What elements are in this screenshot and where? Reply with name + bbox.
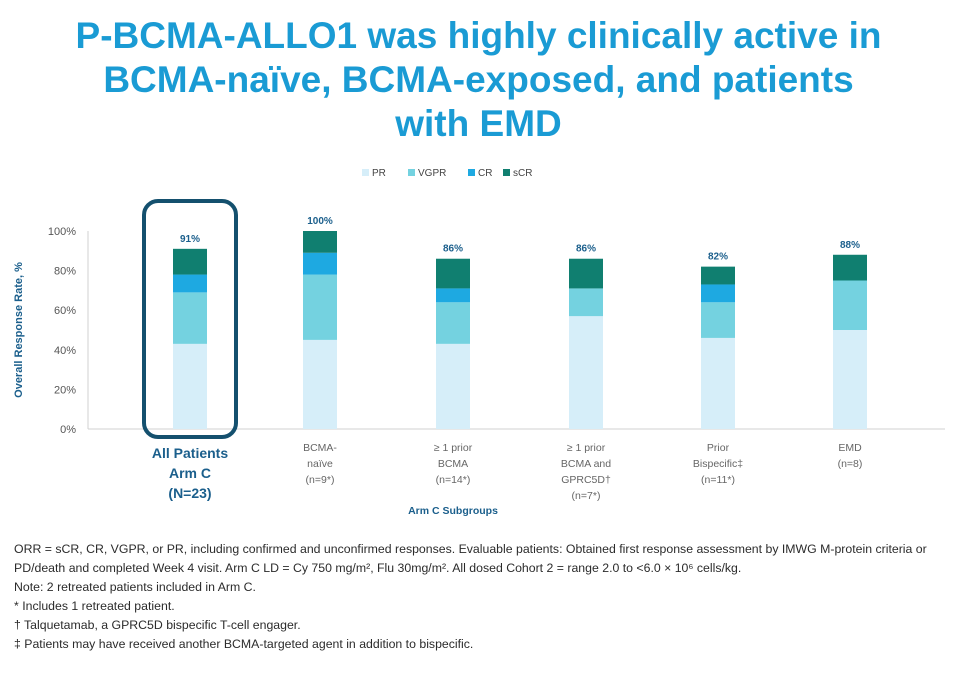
response-rate-chart: PR VGPR CR sCR 0% 20% 40% 60% 80% 100% Overall Res… (13, 168, 945, 517)
x-category-label: BCMA and (561, 458, 611, 470)
bar-vgpr (303, 274, 337, 340)
bar-vgpr (569, 288, 603, 317)
footnote-note: Note: 2 retreated patients included in A… (14, 580, 256, 594)
y-axis-label: Overall Response Rate, % (13, 262, 25, 398)
bar-scr (569, 258, 603, 289)
bar-total-label: 100% (307, 216, 333, 227)
x-category-label: (N=23) (168, 485, 211, 501)
bar-total-label: 82% (708, 252, 728, 263)
highlight-box (142, 199, 238, 439)
title-line: P-BCMA-ALLO1 was highly clinically activ… (75, 15, 882, 56)
bar-cr (436, 288, 470, 303)
footnotes: ORR = sCR, CR, VGPR, or PR, including co… (14, 540, 949, 654)
x-category-label: (n=14*) (436, 474, 471, 486)
bar-scr (701, 266, 735, 285)
legend-label-scr: sCR (513, 168, 532, 179)
bar-total-label: 86% (576, 244, 596, 255)
bar-pr (173, 343, 207, 429)
x-category-label: EMD (838, 442, 862, 454)
x-category-label: ≥ 1 prior (567, 442, 606, 454)
legend-label-vgpr: VGPR (418, 168, 446, 179)
bar-cr (701, 284, 735, 303)
bar-vgpr (701, 302, 735, 338)
y-tick-label: 40% (54, 345, 76, 357)
legend-label-pr: PR (372, 168, 386, 179)
footnote-dagger: † Talquetamab, a GPRC5D bispecific T-cel… (14, 618, 301, 632)
title-line: with EMD (395, 103, 562, 144)
legend-swatch-vgpr (408, 169, 415, 176)
y-tick-label: 60% (54, 305, 76, 317)
bar-cr (303, 252, 337, 275)
slide-title: P-BCMA-ALLO1 was highly clinically activ… (0, 14, 957, 146)
footnote-orr: ORR = sCR, CR, VGPR, or PR, including co… (14, 542, 927, 575)
x-category-label: (n=8) (838, 458, 863, 470)
bar-vgpr (173, 292, 207, 344)
legend-swatch-scr (503, 169, 510, 176)
x-category-label: ≥ 1 prior (434, 442, 473, 454)
x-category-label: Prior (707, 442, 730, 454)
y-tick-label: 0% (60, 424, 76, 436)
x-category-label: GPRC5D† (561, 474, 611, 486)
x-category-label: naïve (307, 458, 333, 470)
x-axis-label: Arm C Subgroups (408, 505, 498, 517)
y-tick-label: 100% (48, 226, 76, 238)
x-category-label: Bispecific‡ (693, 458, 743, 470)
bar-scr (833, 254, 867, 281)
bar-scr (303, 231, 337, 253)
legend-label-cr: CR (478, 168, 492, 179)
legend-swatch-pr (362, 169, 369, 176)
bar-vgpr (436, 302, 470, 344)
footnote-asterisk: * Includes 1 retreated patient. (14, 599, 175, 613)
bar-scr (173, 248, 207, 275)
bar-vgpr (833, 280, 867, 330)
bar-cr (173, 274, 207, 293)
bar-total-label: 86% (443, 244, 463, 255)
bar-pr (701, 337, 735, 429)
x-category-label: (n=7*) (572, 490, 601, 502)
bar-pr (569, 316, 603, 429)
y-tick-label: 80% (54, 266, 76, 278)
bar-pr (833, 330, 867, 429)
bar-total-label: 88% (840, 240, 860, 251)
legend-swatch-cr (468, 169, 475, 176)
bar-total-label: 91% (180, 234, 200, 245)
x-category-label: Arm C (169, 465, 211, 481)
footnote-double-dagger: ‡ Patients may have received another BCM… (14, 637, 474, 651)
bar-scr (436, 258, 470, 289)
x-category-label: BCMA- (303, 442, 337, 454)
x-category-label: (n=11*) (701, 474, 735, 486)
bar-pr (303, 339, 337, 429)
x-category-label: (n=9*) (306, 474, 335, 486)
x-category-label: All Patients (152, 445, 228, 461)
bar-pr (436, 343, 470, 429)
y-tick-label: 20% (54, 384, 76, 396)
x-category-label: BCMA (438, 458, 468, 470)
title-line: BCMA-naïve, BCMA-exposed, and patients (103, 59, 854, 100)
